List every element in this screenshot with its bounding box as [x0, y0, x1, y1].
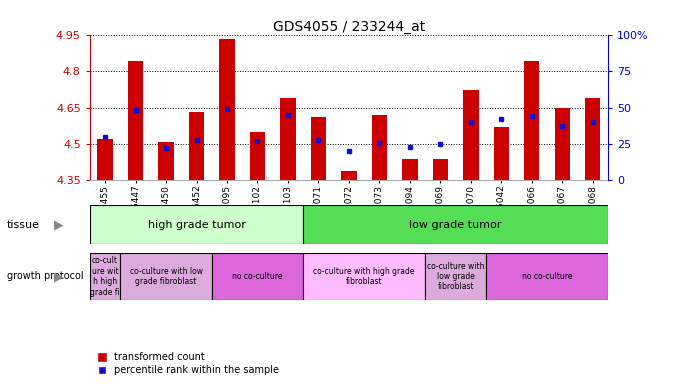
Bar	[303, 253, 425, 300]
Bar	[281, 98, 296, 180]
Bar	[425, 253, 486, 300]
Bar	[158, 142, 173, 180]
Bar	[303, 205, 608, 244]
Bar	[189, 113, 204, 180]
Bar	[494, 127, 509, 180]
Bar	[433, 159, 448, 180]
Text: low grade tumor: low grade tumor	[410, 220, 502, 230]
Text: tissue: tissue	[7, 220, 40, 230]
Bar	[90, 205, 303, 244]
Bar	[463, 91, 478, 180]
Text: co-culture with high grade
fibroblast: co-culture with high grade fibroblast	[314, 267, 415, 286]
Text: co-culture with low
grade fibroblast: co-culture with low grade fibroblast	[129, 267, 202, 286]
Bar	[90, 253, 120, 300]
Bar	[219, 40, 235, 180]
Bar	[250, 132, 265, 180]
Title: GDS4055 / 233244_at: GDS4055 / 233244_at	[273, 20, 425, 33]
Bar	[555, 108, 570, 180]
Text: no co-culture: no co-culture	[522, 272, 572, 281]
Bar	[402, 159, 417, 180]
Bar	[311, 117, 326, 180]
Text: co-cult
ure wit
h high
grade fi: co-cult ure wit h high grade fi	[91, 257, 120, 296]
Bar	[97, 139, 113, 180]
Text: no co-culture: no co-culture	[232, 272, 283, 281]
Bar	[341, 171, 357, 180]
Bar	[211, 253, 303, 300]
Bar	[585, 98, 600, 180]
Text: co-culture with
low grade
fibroblast: co-culture with low grade fibroblast	[427, 262, 484, 291]
Bar	[524, 61, 540, 180]
Bar	[120, 253, 211, 300]
Text: growth protocol: growth protocol	[7, 271, 84, 281]
Bar	[128, 61, 143, 180]
Text: ▶: ▶	[54, 270, 64, 283]
Text: high grade tumor: high grade tumor	[148, 220, 245, 230]
Legend: transformed count, percentile rank within the sample: transformed count, percentile rank withi…	[95, 348, 283, 379]
Bar	[486, 253, 608, 300]
Text: ▶: ▶	[54, 218, 64, 231]
Bar	[372, 115, 387, 180]
